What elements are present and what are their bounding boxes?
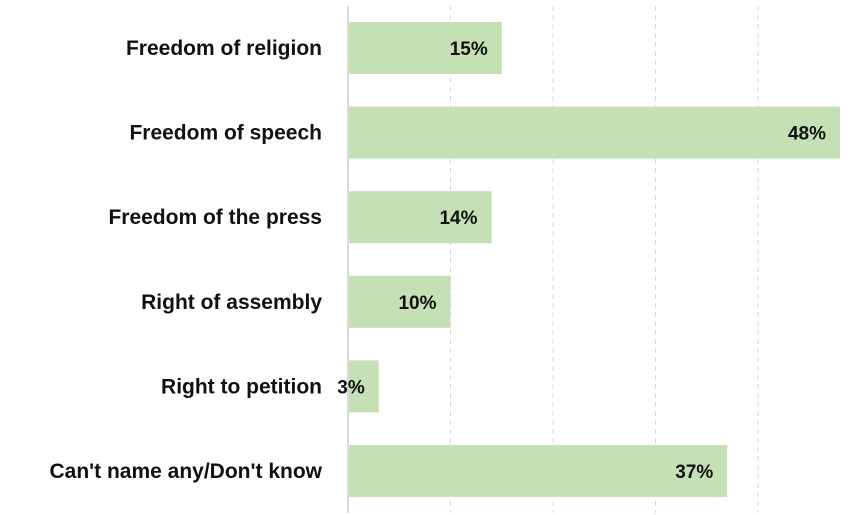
bar: [348, 360, 379, 413]
data-label: 14%: [439, 208, 477, 229]
category-label: Freedom of speech: [129, 122, 322, 145]
data-label: 15%: [450, 39, 488, 60]
data-label: 3%: [337, 377, 365, 398]
category-label: Right to petition: [161, 375, 322, 398]
category-labels: Freedom of religion Freedom of speech Free…: [49, 37, 322, 483]
bar: [348, 191, 492, 244]
data-label: 10%: [398, 293, 436, 314]
category-label: Can't name any/Don't know: [49, 460, 322, 483]
bars: [348, 22, 840, 497]
data-label: 37%: [675, 462, 713, 483]
data-label: 48%: [788, 124, 826, 145]
bar: [348, 275, 451, 328]
bar: [348, 106, 840, 159]
gridlines: [450, 6, 759, 513]
bar: [348, 445, 728, 497]
category-label: Freedom of the press: [108, 206, 322, 229]
bar: [348, 22, 502, 74]
category-label: Freedom of religion: [126, 37, 322, 60]
data-labels: 15% 48% 14% 10% 3% 37%: [337, 39, 826, 483]
category-label: Right of assembly: [141, 291, 322, 314]
